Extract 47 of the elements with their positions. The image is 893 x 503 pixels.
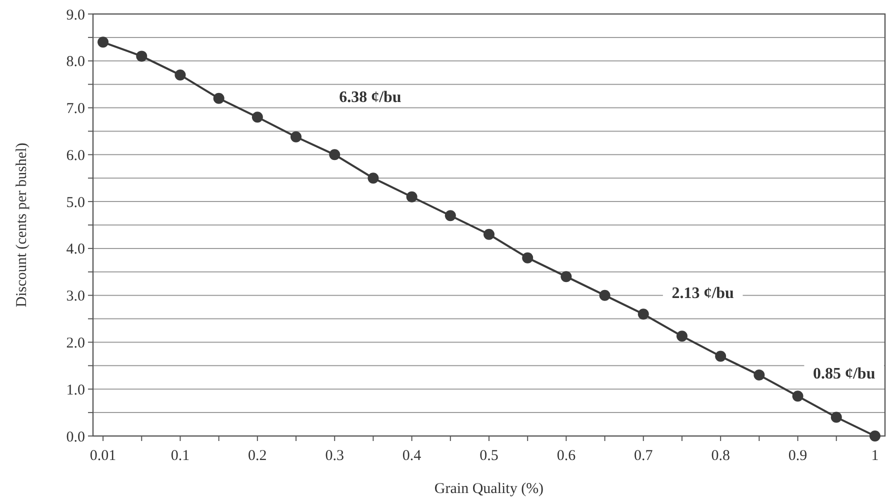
point [329,149,340,160]
y-tick-label: 1.0 [66,382,85,398]
point [830,412,842,423]
x-tick-label: 0.2 [248,448,267,464]
x-tick-label: 0.5 [480,448,498,464]
annotation: 6.38 ¢/bu [339,88,402,106]
point [522,252,534,264]
point [174,69,186,80]
point [754,370,765,381]
x-tick-label: 0.9 [788,448,808,464]
y-tick-label: 4.0 [66,242,85,258]
point [98,36,109,48]
y-tick-label: 0.0 [66,429,85,446]
x-tick-label: 0.4 [402,448,422,464]
x-tick-label: 0.3 [325,448,344,464]
point [444,210,456,222]
annotation: 2.13 ¢/bu [672,285,734,302]
x-tick-label: 0.01 [90,448,116,464]
x-tick-label: 0.8 [711,448,730,464]
point [136,50,148,62]
point [869,430,880,442]
y-tick-label: 5.0 [66,194,85,211]
point [484,228,494,240]
x-axis-title: Grain Quality (%) [434,481,544,497]
point [560,271,572,282]
x-tick-label: 0.6 [556,448,576,464]
y-axis-title: Discount (cents per bushel) [14,142,30,308]
point [715,350,726,362]
y-tick-label: 6.0 [66,148,85,164]
annotation: 0.85 ¢/bu [812,365,876,382]
point [406,191,418,202]
x-tick-label: 0.7 [634,448,654,464]
point [213,92,224,104]
point [599,290,610,301]
y-tick-label: 3.0 [66,288,85,305]
y-tick-label: 2.0 [66,335,85,352]
y-tick-label: 9.0 [66,7,85,24]
y-tick-label: 8.0 [66,54,85,70]
point [676,330,688,342]
x-tick-label: 0.1 [170,448,190,464]
y-tick-label: 7.0 [66,101,85,118]
point [638,308,649,320]
x-tick-label: 1 [871,448,879,464]
point [252,112,263,123]
point [368,172,379,184]
point [792,390,804,402]
point [290,131,302,142]
